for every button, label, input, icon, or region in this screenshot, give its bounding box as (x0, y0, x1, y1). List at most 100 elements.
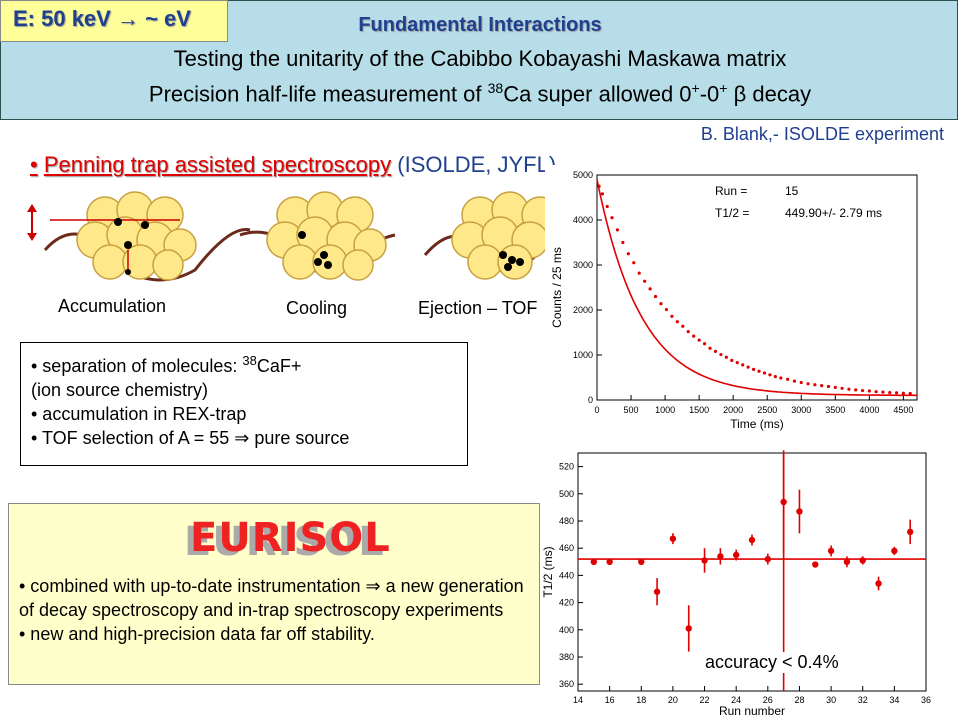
chart1-data-point (653, 294, 658, 299)
chart2-data-point (906, 528, 914, 536)
chart2-y-label: T1/2 (ms) (541, 546, 555, 597)
chart2-x-tick-label: 14 (573, 695, 583, 705)
trap-label-ejection: Ejection – TOF (418, 298, 538, 318)
chart1-x-tick-label: 1500 (689, 405, 709, 415)
chart1-x-tick-label: 2500 (757, 405, 777, 415)
chart1-data-point (847, 387, 851, 391)
chart1-data-point (820, 384, 824, 388)
trap-label-accumulation: Accumulation (58, 296, 167, 316)
trap-cooling (239, 191, 396, 281)
subtitle-2-dash: -0 (699, 81, 720, 107)
chart2-x-tick-label: 28 (794, 695, 804, 705)
chart1-data-point (675, 320, 679, 324)
chart1-data-point (713, 349, 718, 353)
chart2-data-point (780, 498, 787, 506)
chart1-data-point (632, 261, 636, 265)
chart1-data-point (648, 287, 652, 291)
chart1-data-point (773, 375, 777, 379)
chart1-data-point (702, 342, 707, 346)
chart1-data-point (806, 382, 810, 386)
chart1-y-tick-label: 5000 (573, 170, 593, 180)
chart2-x-tick-label: 30 (826, 695, 836, 705)
section-bullet: • Penning trap assisted spectroscopy (IS… (30, 152, 556, 178)
chart2-frame (577, 452, 927, 692)
chart1-y-tick-label: 0 (588, 395, 593, 405)
header-subtitle-2: Precision half-life measurement of 38Ca … (0, 80, 960, 107)
subtitle-2-prefix: Precision half-life measurement of (148, 81, 488, 107)
energy-badge: E: 50 keV → ~ eV (0, 0, 228, 42)
chart1-data-point (799, 380, 803, 385)
chart1-data-point (854, 388, 858, 392)
bullet-marker: • (30, 152, 38, 177)
chart1-data-point (686, 330, 690, 334)
chart1-fit-line (596, 179, 917, 397)
chart2-x-tick-label: 36 (921, 695, 931, 705)
chart1-annot-run-label: Run = (715, 184, 747, 198)
chart1-data-point (600, 192, 605, 196)
chart2-y-tick-label: 400 (559, 625, 574, 635)
info-line-1-suffix: CaF+ (256, 356, 302, 376)
chart1-data-point (681, 324, 685, 328)
info-box: • separation of molecules: 38CaF+ (ion s… (20, 342, 468, 466)
eurisol-box: • combined with up-to-date instrumentati… (8, 503, 540, 685)
chart1-data-point (719, 352, 723, 357)
chart1-y-tick-label: 4000 (573, 215, 593, 225)
chart1-data-point (643, 279, 647, 283)
chart1-x-tick-label: 4500 (893, 405, 913, 415)
chart1-data-point (762, 371, 767, 375)
chart1-data-point (786, 377, 790, 381)
chart1-x-tick-label: 3500 (825, 405, 845, 415)
subtitle-2-mass: 38 (487, 80, 504, 96)
info-line-1-mass: 38 (242, 353, 257, 368)
chart2-x-label: Run number (719, 704, 785, 718)
halflife-run-chart: 14 16 18 20 22 24 26 28 30 32 34 36 360 380 400 420 440 4… (540, 448, 940, 720)
chart2-data-point (669, 535, 677, 542)
chart2-data-point (732, 551, 740, 559)
chart2-x-tick-label: 18 (636, 695, 646, 705)
chart2-data-point (748, 536, 756, 544)
subtitle-2-mid: Ca super allowed 0 (503, 81, 692, 107)
chart1-data-point (779, 376, 783, 380)
decay-curve-chart: 0 500 1000 1500 2000 2500 3000 3500 4000 4500 0 100… (545, 165, 935, 435)
eurisol-logo: EURISOL (190, 515, 391, 561)
chart1-data-point (621, 240, 625, 245)
chart1-frame (596, 174, 918, 401)
chart1-x-tick-label: 3000 (791, 405, 811, 415)
page-title: Fundamental Interactions (358, 14, 602, 36)
chart1-data-point (637, 271, 641, 275)
chart1-data-point (708, 346, 712, 350)
chart1-data-point (735, 361, 739, 365)
chart1-data-point (751, 367, 756, 371)
chart1-data-point (768, 373, 772, 377)
chart2-data-point (827, 547, 835, 555)
chart1-x-tick-label: 4000 (859, 405, 879, 415)
info-line-2: (ion source chemistry) (31, 380, 209, 400)
chart2-data-point (701, 557, 708, 564)
chart2-data-point (638, 558, 645, 565)
chart1-y-tick-label: 2000 (573, 305, 593, 315)
chart2-x-tick-label: 22 (700, 695, 710, 705)
subtitle-2-sup2: + (719, 80, 728, 96)
info-line-1: • separation of molecules: 38CaF+ (31, 349, 457, 378)
chart1-data-point (908, 391, 912, 396)
chart1-data-point (664, 307, 669, 312)
chart1-data-point (724, 355, 728, 359)
chart1-data-point (881, 390, 885, 394)
chart1-data-point (741, 363, 745, 367)
chart2-data-point (891, 547, 898, 555)
trap-accumulation (27, 191, 251, 282)
chart1-y-tick-label: 3000 (573, 260, 593, 270)
chart1-data-point (697, 338, 701, 342)
subtitle-2-sup1: + (691, 80, 700, 96)
chart2-data-point (653, 588, 661, 595)
chart1-y-label: Counts / 25 ms (550, 247, 564, 328)
chart2-data-point (859, 557, 866, 564)
eurisol-item-1: • combined with up-to-date instrumentati… (19, 576, 524, 620)
penning-trap-diagram (27, 191, 561, 282)
chart1-data-point (840, 386, 844, 390)
chart2-data-point (796, 508, 803, 515)
chart2-x-tick-label: 26 (763, 695, 773, 705)
bullet-blue-text: (ISOLDE, JYFL) (397, 152, 557, 177)
chart2-y-tick-label: 500 (559, 489, 574, 499)
chart1-data-point (746, 365, 750, 369)
